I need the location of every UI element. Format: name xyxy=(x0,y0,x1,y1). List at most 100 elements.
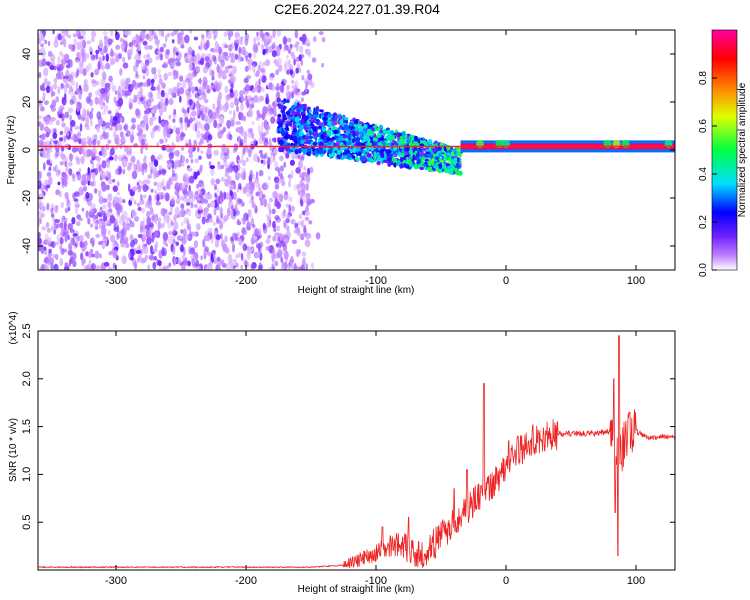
spectrogram-noise-cell xyxy=(75,221,81,227)
spectrogram-noise-cell xyxy=(236,105,239,113)
spectrogram-noise-cell xyxy=(53,39,59,48)
spectrogram-noise-cell xyxy=(159,46,164,53)
spectrogram-noise-cell xyxy=(129,234,134,241)
spectrogram-noise-cell xyxy=(128,97,132,104)
spectrogram-noise-cell xyxy=(149,222,154,228)
spectrogram-noise-cell xyxy=(187,167,193,172)
spectrogram-noise-cell xyxy=(250,195,254,200)
spectrogram-noise-cell xyxy=(172,247,176,256)
spectrogram-tail-cell xyxy=(376,151,380,158)
spectrogram-noise-cell xyxy=(227,65,233,69)
spectrogram-noise-cell xyxy=(303,224,307,234)
spectrogram-noise-cell xyxy=(170,32,175,37)
spectrogram-noise-cell xyxy=(156,90,162,100)
spectrogram-tail-cell xyxy=(392,158,398,164)
spectrogram-noise-cell xyxy=(193,56,196,61)
spectrogram-noise-cell xyxy=(251,200,255,209)
spectrogram-noise-cell xyxy=(145,107,151,115)
spectrogram-noise-cell xyxy=(259,75,263,81)
spectrogram-noise-cell xyxy=(216,100,221,109)
snr-series-line xyxy=(38,335,675,569)
spectrogram-noise-cell xyxy=(136,124,141,131)
spectrogram-noise-cell xyxy=(46,85,51,94)
spectrogram-noise-cell xyxy=(240,97,245,102)
spectrogram-noise-cell xyxy=(46,152,51,161)
spectrogram-noise-cell xyxy=(74,125,80,130)
spectrogram-noise-cell xyxy=(71,173,76,179)
spectrogram-noise-cell xyxy=(273,59,277,64)
snr-y-ticks: 0.5 1.0 1.5 2.0 2.5 xyxy=(21,323,675,530)
spectrogram-noise-cell xyxy=(260,159,264,164)
spectrogram-noise-cell xyxy=(216,215,220,224)
spectrogram-tail-cell xyxy=(420,152,425,157)
spectrogram-noise-cell xyxy=(144,44,150,51)
spectrogram-tail-cell xyxy=(424,167,429,170)
spectrogram-noise-cell xyxy=(257,41,261,47)
spectrogram-noise-cell xyxy=(64,53,70,61)
spectrogram-noise-cell xyxy=(175,127,181,136)
spectrogram-noise-cell xyxy=(204,192,209,200)
spectrogram-tail-cell xyxy=(419,166,425,171)
spectrogram-noise-cell xyxy=(252,43,259,53)
spectrogram-noise-cell xyxy=(305,263,308,270)
spectrogram-noise-cell xyxy=(196,129,201,139)
spectrogram-noise-cell xyxy=(79,242,86,248)
spectrogram-noise-cell xyxy=(291,258,295,264)
spectrogram-noise-cell xyxy=(122,198,126,204)
spectrogram-noise-cell xyxy=(297,163,303,168)
spectrogram-noise-cell xyxy=(95,265,101,270)
spectrogram-noise-cell xyxy=(301,251,307,257)
spectrogram-noise-cell xyxy=(105,161,110,169)
spectrogram-tail-cell xyxy=(331,151,336,157)
spectrogram-noise-cell xyxy=(160,89,165,98)
spectrogram-noise-cell xyxy=(217,161,221,170)
spectrogram-noise-cell xyxy=(212,221,217,226)
spectrogram-tail-cell xyxy=(312,110,318,116)
spectrogram-noise-cell xyxy=(240,36,244,40)
spectrogram-noise-cell xyxy=(237,183,242,189)
spectrogram-noise-cell xyxy=(112,262,116,269)
spectrogram-noise-cell xyxy=(229,101,235,109)
spectrogram-noise-cell xyxy=(133,55,140,61)
spectrogram-noise-cell xyxy=(79,60,84,70)
spectrogram-noise-cell xyxy=(130,44,134,54)
spectrogram-noise-cell xyxy=(145,117,149,124)
spectrogram-noise-cell xyxy=(191,257,196,267)
spectrogram-noise-cell xyxy=(55,253,59,261)
spectrogram-noise-cell xyxy=(88,259,92,269)
spectrogram-noise-cell xyxy=(186,202,191,206)
spectrogram-tail-cell xyxy=(425,149,431,152)
spectrogram-noise-cell xyxy=(105,131,109,139)
spectrogram-noise-cell xyxy=(243,115,246,122)
spectrogram-noise-cell xyxy=(97,61,101,71)
spectrogram-noise-cell xyxy=(168,262,172,268)
spectrogram-noise-cell xyxy=(221,143,227,153)
spectrogram-noise-cell xyxy=(291,84,294,89)
spectrogram-noise-cell xyxy=(64,233,68,243)
spectrogram-noise-cell xyxy=(131,186,138,192)
spectrogram-noise-cell xyxy=(203,199,209,204)
spectrogram-tail-cell xyxy=(294,117,300,123)
spectrogram-noise-cell xyxy=(241,227,246,234)
spectrogram-noise-cell xyxy=(82,151,86,157)
spectrogram-tail-cell xyxy=(355,131,360,136)
spectrogram-tail-cell xyxy=(328,112,332,116)
spectrogram-noise-cell xyxy=(184,121,188,131)
spectrogram-noise-cell xyxy=(242,88,246,95)
spectrogram-noise-cell xyxy=(109,114,113,120)
spectrogram-noise-cell xyxy=(218,54,222,63)
spectrogram-tail-cell xyxy=(457,148,462,152)
spectrogram-noise-cell xyxy=(119,131,124,138)
spectrogram-noise-cell xyxy=(159,138,164,144)
spectrogram-tail-cell xyxy=(355,137,360,142)
spectrogram-noise-cell xyxy=(161,246,165,256)
spectrogram-noise-cell xyxy=(109,30,114,37)
spectrogram-tail-cell xyxy=(369,131,374,138)
spectrogram-tail-cell xyxy=(389,161,394,166)
spectrogram-noise-cell xyxy=(201,33,205,40)
spectrogram-noise-cell xyxy=(118,215,124,225)
spectrogram-noise-cell xyxy=(168,99,174,105)
spectrogram-noise-cell xyxy=(158,109,163,113)
spectrogram-noise-cell xyxy=(296,250,299,257)
spectrogram-noise-cell xyxy=(116,224,120,233)
